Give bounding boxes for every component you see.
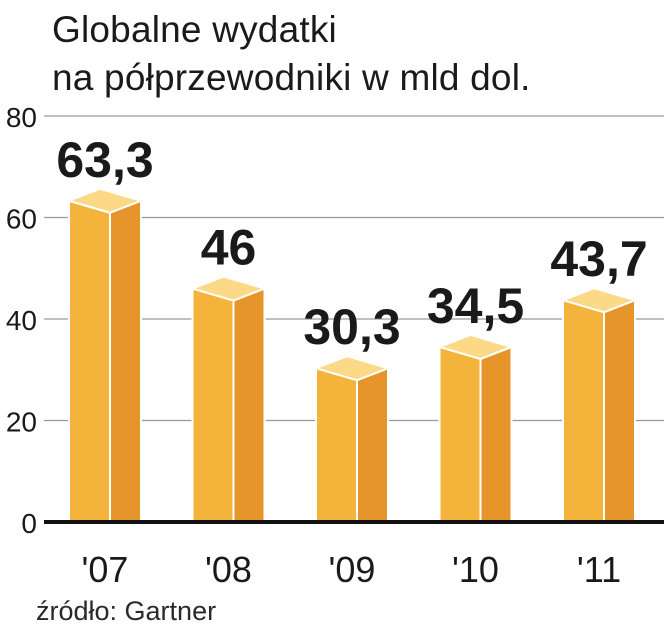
bar-3 [438, 333, 513, 523]
bar-top-face [315, 355, 389, 382]
bar-side-face [479, 345, 513, 523]
x-tick-label: '11 [577, 549, 621, 590]
data-label: 30,3 [303, 299, 400, 355]
chart-title-line-1: Globalne wydatki [52, 9, 337, 50]
bar-0 [68, 187, 142, 523]
data-label: 34,5 [427, 278, 524, 334]
bar-top-face [438, 333, 513, 360]
bar-top-face [562, 287, 636, 314]
bar-side-face [603, 299, 636, 523]
y-tick-label: 0 [21, 508, 37, 539]
data-label: 63,3 [56, 132, 153, 188]
data-label: 46 [201, 220, 257, 276]
y-tick-label: 80 [6, 102, 37, 133]
bar-top-face [68, 187, 142, 214]
x-tick-label: '07 [82, 549, 129, 590]
x-tick-label: '10 [452, 549, 499, 590]
bar-front-face [315, 367, 358, 523]
bar-front-face [68, 199, 111, 523]
y-tick-label: 40 [6, 305, 37, 336]
bar-4 [562, 287, 636, 523]
y-tick-label: 60 [6, 204, 37, 235]
bar-side-face [232, 287, 266, 523]
data-label: 43,7 [550, 231, 647, 287]
bar-2 [315, 355, 389, 523]
bar-front-face [562, 299, 605, 523]
chart-title: Globalne wydatki na półprzewodniki w mld… [52, 6, 531, 102]
y-tick-label: 20 [6, 407, 37, 438]
x-tick-label: '09 [329, 549, 376, 590]
source-note: źródło: Gartner [36, 596, 217, 626]
bar-front-face [191, 287, 235, 523]
bar-side-face [356, 367, 389, 523]
x-tick-label: '08 [205, 549, 252, 590]
bar-1 [191, 275, 266, 523]
chart-title-line-2: na półprzewodniki w mld dol. [52, 57, 531, 98]
bar-side-face [109, 199, 142, 523]
bar-top-face [191, 275, 266, 302]
bar-front-face [438, 345, 482, 523]
